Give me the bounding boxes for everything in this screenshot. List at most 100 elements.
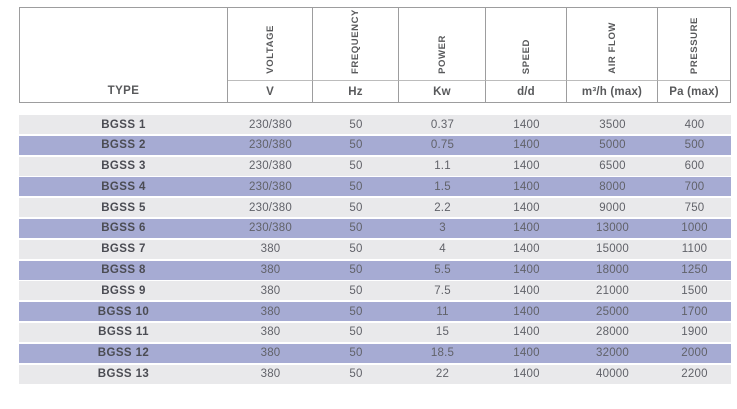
cell-type: BGSS 1 bbox=[101, 118, 146, 131]
table-row: BGSS 1 230/380 50 0.37 1400 3500 400 bbox=[19, 115, 731, 134]
cell-power: 1.1 bbox=[434, 160, 451, 173]
column-header-type: TYPE bbox=[20, 8, 228, 102]
cell-voltage: 380 bbox=[260, 368, 281, 381]
cell-frequency: 50 bbox=[349, 284, 363, 297]
cell-speed: 1400 bbox=[513, 305, 540, 318]
cell-type: BGSS 5 bbox=[101, 201, 146, 214]
cell-type: BGSS 7 bbox=[101, 243, 146, 256]
cell-power: 5.5 bbox=[434, 264, 451, 277]
cell-frequency: 50 bbox=[349, 347, 363, 360]
cell-power: 11 bbox=[436, 305, 449, 318]
cell-type: BGSS 2 bbox=[101, 139, 146, 152]
cell-speed: 1400 bbox=[513, 284, 540, 297]
cell-pressure: 2200 bbox=[681, 368, 708, 381]
cell-voltage: 380 bbox=[260, 284, 281, 297]
type-column-label: TYPE bbox=[107, 85, 140, 97]
spec-table: TYPE VOLTAGE V FREQUENCY Hz POWER Kw SPEED d/d A… bbox=[19, 7, 731, 385]
table-body: BGSS 1 230/380 50 0.37 1400 3 500 400 BGSS 2 230/… bbox=[19, 115, 731, 384]
cell-voltage: 230/380 bbox=[249, 222, 292, 235]
cell-pressure: 600 bbox=[684, 160, 705, 173]
cell-power: 1.5 bbox=[434, 180, 451, 193]
cell-pressure: 500 bbox=[684, 139, 705, 152]
cell-frequency: 50 bbox=[349, 180, 363, 193]
cell-air-flow: 18000 bbox=[596, 264, 629, 277]
cell-voltage: 380 bbox=[260, 305, 281, 318]
cell-voltage: 380 bbox=[260, 347, 281, 360]
column-label-power: POWER bbox=[436, 35, 448, 74]
cell-air-flow: 6500 bbox=[599, 160, 626, 173]
column-header-voltage: VOLTAGE bbox=[228, 8, 313, 80]
cell-power: 4 bbox=[439, 243, 446, 256]
cell-frequency: 50 bbox=[349, 243, 363, 256]
cell-voltage: 380 bbox=[260, 326, 281, 339]
cell-speed: 1400 bbox=[513, 347, 540, 360]
cell-voltage: 230/380 bbox=[249, 160, 292, 173]
cell-voltage: 230/380 bbox=[249, 139, 292, 152]
cell-power: 15 bbox=[435, 326, 450, 339]
cell-air-flow: 32000 bbox=[596, 347, 629, 360]
cell-frequency: 50 bbox=[349, 305, 363, 318]
column-unit-pressure: Pa (max) bbox=[658, 80, 730, 102]
cell-pressure: 2000 bbox=[681, 347, 708, 360]
table-row: BGSS 12 380 50 18.5 1400 32000 2000 bbox=[19, 343, 731, 363]
cell-pressure: 1500 bbox=[681, 284, 708, 297]
cell-air-flow: 13000 bbox=[596, 222, 629, 235]
cell-pressure: 700 bbox=[684, 180, 705, 193]
column-unit-voltage: V bbox=[228, 80, 313, 102]
column-header-pressure: PRESSURE bbox=[658, 8, 730, 80]
cell-air-flow: 5000 bbox=[599, 139, 626, 152]
column-header-frequency: FREQUENCY bbox=[313, 8, 399, 80]
cell-power: 18.5 bbox=[430, 347, 455, 360]
table-row: BGSS 11 380 50 15 1400 28000 1900 bbox=[19, 322, 731, 342]
cell-pressure: 1700 bbox=[681, 305, 708, 318]
cell-speed: 1400 bbox=[513, 243, 540, 256]
cell-power: 22 bbox=[435, 368, 450, 381]
column-label-speed: SPEED bbox=[520, 38, 532, 74]
cell-type: BGSS 11 bbox=[98, 326, 149, 339]
table-row: BGSS 7 380 50 4 1400 15000 1100 bbox=[19, 239, 731, 259]
cell-air-flow: 25000 bbox=[596, 305, 629, 318]
cell-pressure: 1100 bbox=[681, 243, 708, 256]
table-row: BGSS 10 380 50 11 1400 25000 1700 bbox=[19, 302, 731, 322]
cell-air-flow: 21000 bbox=[596, 284, 629, 297]
cell-frequency: 50 bbox=[349, 160, 363, 173]
table-row: BGSS 8 380 50 5.5 1400 18000 1250 bbox=[19, 260, 731, 280]
cell-type: BGSS 12 bbox=[97, 347, 150, 360]
cell-power: 0.75 bbox=[430, 139, 455, 152]
cell-speed: 1400 bbox=[513, 201, 540, 214]
column-unit-speed: d/d bbox=[486, 80, 567, 102]
cell-frequency: 50 bbox=[349, 139, 363, 152]
cell-pressure: 400 bbox=[684, 118, 705, 131]
column-header-air-flow: AIR FLOW bbox=[567, 8, 658, 80]
table-row: BGSS 3 230/380 50 1.1 1400 6500 600 bbox=[19, 156, 731, 176]
table-row: BGSS 13 380 50 22 1400 40000 2200 bbox=[19, 364, 731, 384]
table-row: BGSS 4 230/380 50 1.5 1400 8000 700 bbox=[19, 177, 731, 197]
column-label-pressure: PRESSURE bbox=[688, 16, 700, 74]
cell-power: 0.37 bbox=[430, 118, 455, 131]
column-unit-frequency: Hz bbox=[313, 80, 399, 102]
cell-speed: 1400 bbox=[513, 180, 540, 193]
cell-speed: 1400 bbox=[513, 118, 540, 131]
cell-pressure: 1900 bbox=[681, 326, 708, 339]
column-header-power: POWER bbox=[399, 8, 486, 80]
table-row: BGSS 6 230/380 50 3 1400 13000 1000 bbox=[19, 218, 731, 238]
column-label-air-flow: AIR FLOW bbox=[606, 22, 618, 74]
cell-type: BGSS 9 bbox=[101, 284, 146, 297]
cell-voltage: 380 bbox=[260, 243, 281, 256]
cell-type: BGSS 13 bbox=[97, 368, 150, 381]
cell-speed: 1400 bbox=[513, 368, 540, 381]
cell-air-flow: 8000 bbox=[599, 180, 626, 193]
table-row: BGSS 2 230/380 50 0.75 1400 5000 500 bbox=[19, 135, 731, 155]
cell-voltage: 230/380 bbox=[249, 201, 292, 214]
cell-power: 3 bbox=[439, 222, 446, 235]
cell-speed: 1400 bbox=[513, 264, 540, 277]
cell-power: 7.5 bbox=[434, 284, 451, 297]
cell-voltage: 380 bbox=[260, 264, 281, 277]
cell-frequency: 50 bbox=[349, 222, 363, 235]
column-unit-power: Kw bbox=[399, 80, 486, 102]
cell-pressure: 1000 bbox=[681, 222, 708, 235]
cell-voltage: 230/380 bbox=[249, 180, 292, 193]
column-unit-air-flow: m³/h (max) bbox=[567, 80, 658, 102]
cell-type: BGSS 4 bbox=[101, 180, 146, 193]
